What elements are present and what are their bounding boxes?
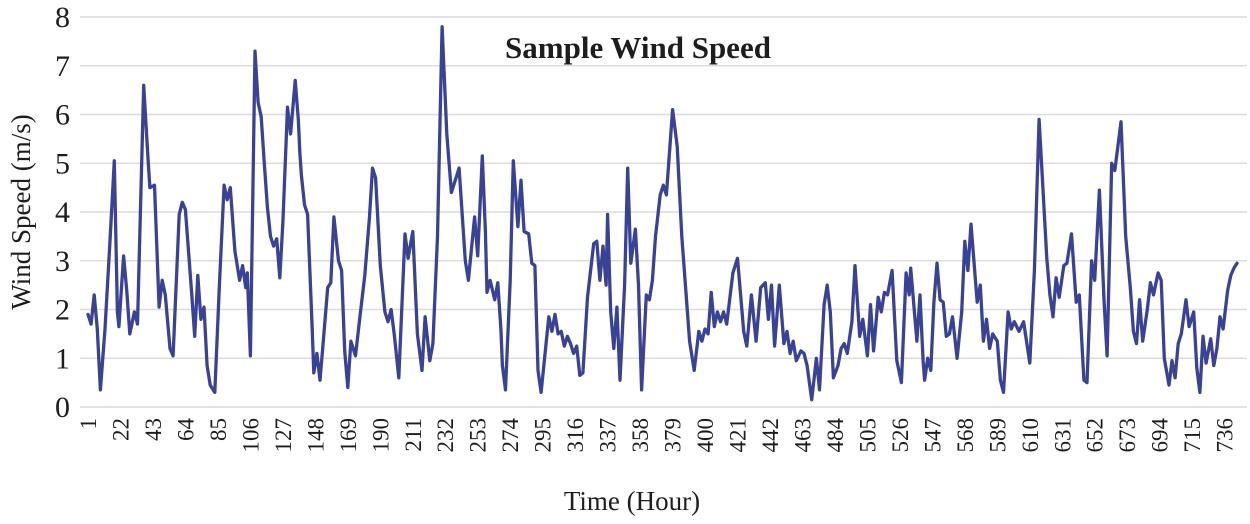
x-tick-label: 295 — [531, 418, 556, 453]
x-tick-label: 106 — [238, 418, 263, 453]
y-axis-title: Wind Speed (m/s) — [6, 114, 36, 309]
y-tick-label: 5 — [55, 147, 70, 180]
x-tick-label: 484 — [823, 418, 848, 453]
y-axis-tick-labels: 0 1 2 3 4 5 6 7 8 — [55, 1, 70, 424]
x-tick-label: 463 — [790, 418, 815, 453]
wind-speed-line — [86, 25, 1239, 402]
x-tick-label: 85 — [206, 418, 231, 441]
x-tick-label: 610 — [1018, 418, 1043, 453]
y-tick-label: 6 — [55, 99, 70, 132]
x-tick-label: 316 — [563, 418, 588, 453]
y-tick-label: 7 — [55, 50, 70, 83]
x-tick-label: 379 — [661, 418, 686, 453]
x-tick-label: 43 — [141, 418, 166, 441]
x-tick-label: 253 — [466, 418, 491, 453]
chart-title: Sample Wind Speed — [505, 30, 771, 65]
gridlines — [80, 16, 1247, 408]
x-tick-label: 589 — [985, 418, 1010, 453]
y-tick-label: 3 — [55, 245, 70, 278]
x-tick-label: 358 — [628, 418, 653, 453]
y-tick-label: 0 — [55, 391, 70, 424]
x-tick-label: 148 — [303, 418, 328, 453]
y-tick-label: 4 — [55, 196, 70, 229]
x-tick-label: 274 — [498, 418, 523, 453]
x-tick-label: 1 — [76, 418, 101, 430]
x-tick-label: 442 — [758, 418, 783, 453]
x-tick-label: 568 — [953, 418, 978, 453]
x-tick-label: 211 — [401, 418, 426, 452]
x-tick-label: 64 — [173, 418, 198, 442]
y-tick-label: 1 — [55, 342, 70, 375]
x-tick-label: 631 — [1050, 418, 1075, 453]
x-tick-label: 169 — [336, 418, 361, 453]
x-tick-label: 400 — [693, 418, 718, 453]
x-tick-label: 22 — [108, 418, 133, 441]
x-tick-label: 736 — [1213, 418, 1238, 453]
y-tick-label: 2 — [55, 294, 70, 327]
x-tick-label: 505 — [855, 418, 880, 453]
x-tick-label: 547 — [920, 418, 945, 453]
x-tick-label: 526 — [888, 418, 913, 453]
y-tick-label: 8 — [55, 1, 70, 34]
series-group — [86, 25, 1239, 402]
x-tick-label: 190 — [368, 418, 393, 453]
x-axis-tick-labels: 1 22 43 64 85 106 127 148 169 190 211 232 253 274 295 3… — [76, 418, 1238, 453]
x-tick-label: 673 — [1115, 418, 1140, 453]
x-tick-label: 421 — [726, 418, 751, 453]
x-axis-title: Time (Hour) — [564, 486, 700, 516]
x-tick-label: 232 — [433, 418, 458, 453]
x-tick-label: 337 — [596, 418, 621, 453]
x-tick-label: 694 — [1148, 418, 1173, 453]
x-tick-label: 127 — [271, 418, 296, 453]
x-tick-label: 652 — [1083, 418, 1108, 453]
x-tick-label: 715 — [1180, 418, 1205, 453]
